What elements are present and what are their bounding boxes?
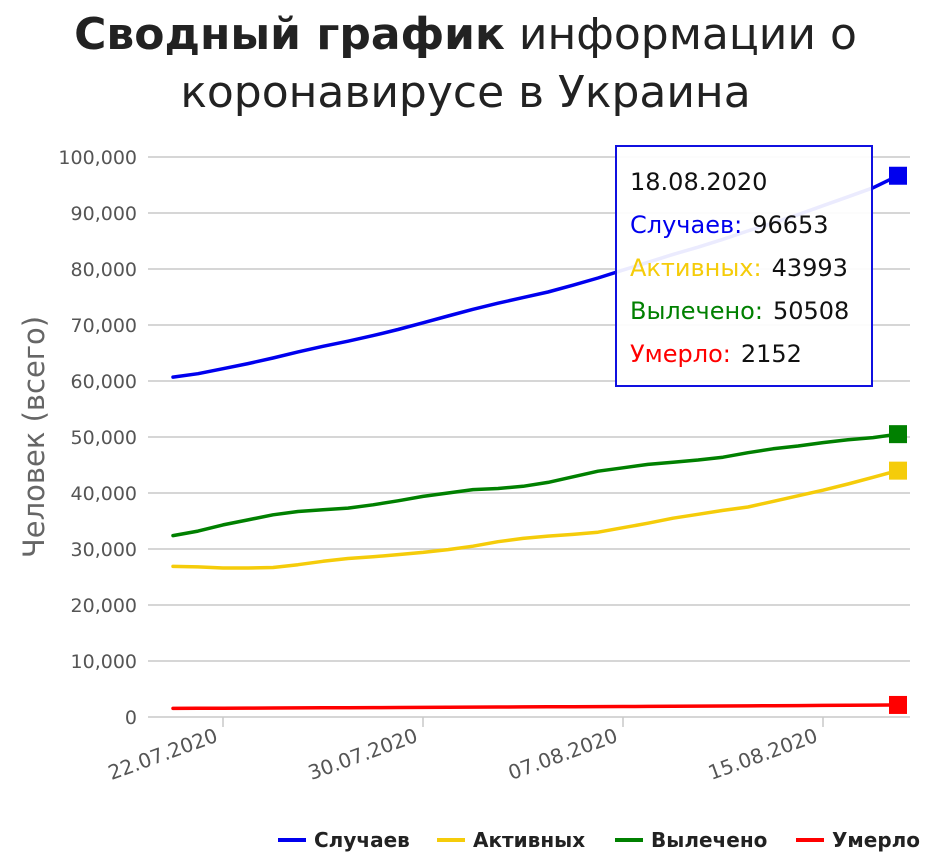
y-tick-label: 30,000 — [71, 539, 137, 561]
tooltip-label: Умерло: — [630, 340, 731, 368]
y-tick-label: 100,000 — [58, 147, 137, 169]
tooltip-row-cases: Случаев: 96653 — [630, 204, 871, 247]
chart-title-rest: информации о — [518, 9, 857, 60]
tooltip-row-recovered: Вылечено: 50508 — [630, 290, 871, 333]
grid-lines — [148, 156, 910, 718]
legend-label: Вылечено — [651, 828, 767, 852]
chart-title-line2: коронавирусе в Украина — [180, 67, 751, 118]
y-tick-label: 20,000 — [71, 595, 137, 617]
data-tooltip: 18.08.2020 Случаев: 96653 Активных: 43993 … — [615, 145, 873, 387]
x-axis-ticks: 22.07.2020 30.07.2020 07.08.2020 15.08.2020 — [105, 717, 824, 785]
y-axis-ticks: 0 10,000 20,000 30,000 40,000 50,000 60,000 70,… — [58, 147, 137, 729]
tooltip-value: 2152 — [740, 340, 802, 368]
series-end-marker — [889, 166, 907, 185]
tooltip-date: 18.08.2020 — [630, 168, 768, 196]
legend-label: Умерло — [832, 828, 920, 852]
y-tick-label: 40,000 — [71, 483, 137, 505]
tooltip-label: Вылечено: — [630, 297, 763, 325]
series-line — [171, 703, 900, 711]
chart-title-line1: Сводный график информации о — [0, 6, 931, 64]
y-tick-label: 90,000 — [71, 203, 137, 225]
y-tick-label: 0 — [125, 707, 137, 729]
legend: Случаев Активных Вылечено Умерло — [278, 828, 920, 852]
y-tick-label: 60,000 — [71, 371, 137, 393]
x-tick-label: 22.07.2020 — [105, 723, 221, 785]
x-tick-label: 07.08.2020 — [505, 723, 621, 785]
chart-title-bold: Сводный график — [74, 9, 505, 60]
y-tick-label: 80,000 — [71, 259, 137, 281]
series-end-markers — [889, 166, 907, 714]
x-tick-label: 30.07.2020 — [305, 723, 421, 785]
series-end-marker — [889, 425, 907, 444]
y-tick-label: 50,000 — [71, 427, 137, 449]
tooltip-value: 50508 — [772, 297, 850, 325]
chart-title: Сводный график информации о коронавирусе… — [0, 6, 931, 122]
series-line — [171, 432, 900, 538]
y-tick-label: 70,000 — [71, 315, 137, 337]
tooltip-row-active: Активных: 43993 — [630, 247, 871, 290]
tooltip-row-deaths: Умерло: 2152 — [630, 333, 871, 376]
y-axis-label: Человек (всего) — [17, 316, 51, 558]
series-end-marker — [889, 461, 907, 480]
tooltip-value: 96653 — [752, 211, 829, 239]
y-tick-label: 10,000 — [71, 651, 137, 673]
series-line — [171, 468, 900, 570]
series-end-marker — [889, 695, 907, 714]
x-tick-label: 15.08.2020 — [705, 723, 821, 785]
legend-label: Активных — [473, 828, 585, 852]
legend-label: Случаев — [314, 828, 410, 852]
tooltip-value: 43993 — [771, 254, 848, 282]
tooltip-label: Активных: — [630, 254, 762, 282]
tooltip-label: Случаев: — [630, 211, 743, 239]
